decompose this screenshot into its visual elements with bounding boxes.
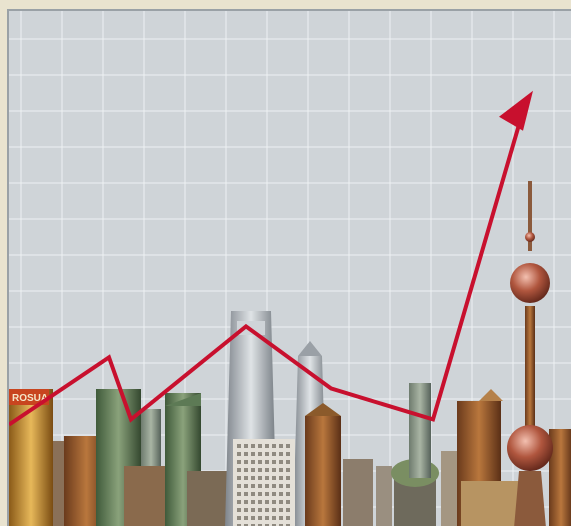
skyline-chart-illustration: ROSUA: [9, 11, 571, 526]
trend-polyline: [9, 124, 521, 427]
building-sign: ROSUA: [12, 393, 48, 404]
building-windows: [237, 444, 290, 526]
chart-panel: ROSUA: [7, 9, 571, 526]
arrowhead-icon: [499, 90, 533, 131]
city-skyline: ROSUA: [9, 181, 571, 526]
trend-line: [9, 90, 533, 427]
